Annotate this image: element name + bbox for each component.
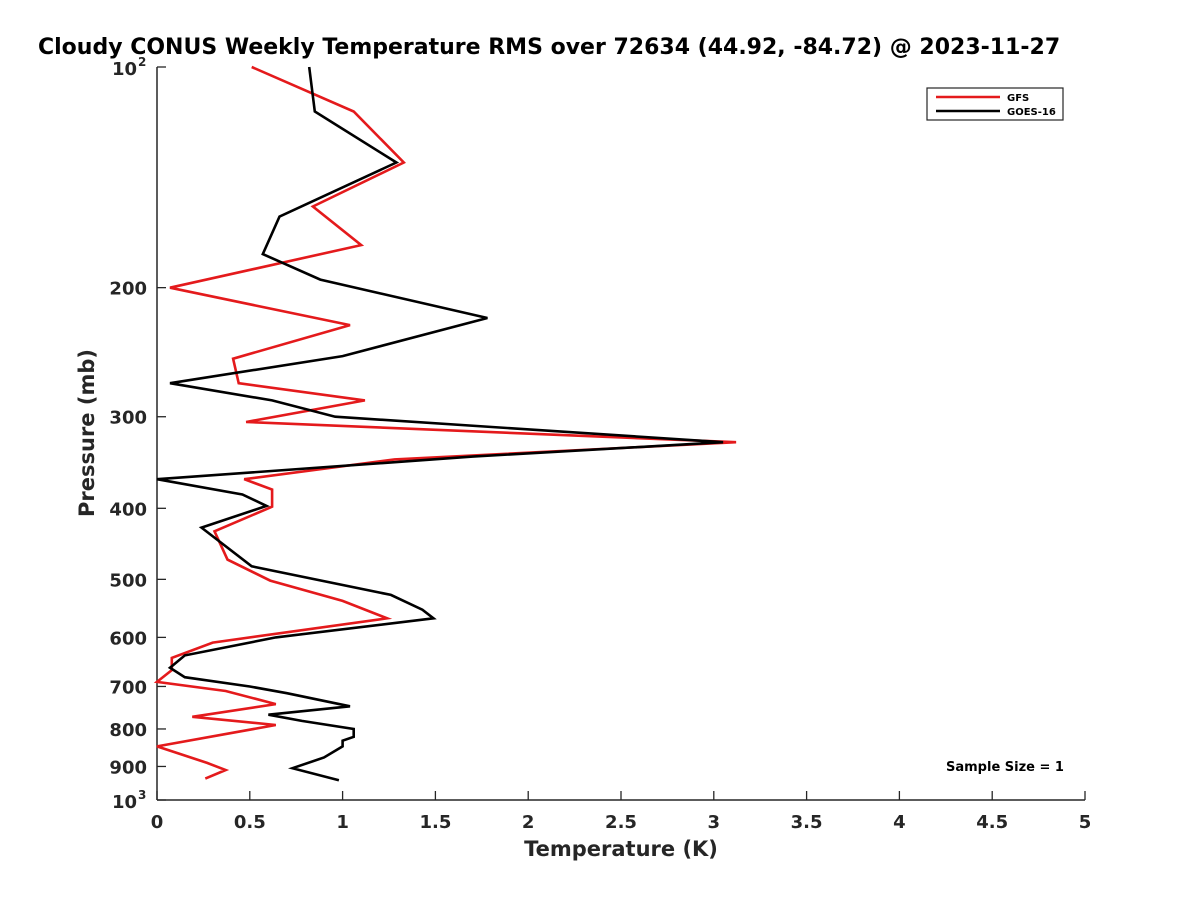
x-tick-label: 0.5 — [234, 812, 266, 833]
sample-size-annotation: Sample Size = 1 — [946, 760, 1064, 775]
chart-title: Cloudy CONUS Weekly Temperature RMS over… — [38, 35, 1060, 60]
x-tick-label: 3 — [708, 812, 721, 833]
x-tick-label: 2.5 — [605, 812, 637, 833]
y-tick-label: 700 — [109, 677, 147, 698]
series-layer — [153, 65, 737, 782]
legend-box — [926, 87, 1064, 121]
y-tick-label: 200 — [109, 279, 147, 300]
legend-label-goes16: GOES-16 — [1007, 107, 1056, 118]
y-tick-label: 600 — [109, 628, 147, 649]
plot-area — [157, 67, 1085, 800]
legend-label-gfs: GFS — [1007, 93, 1029, 104]
legend: GFS GOES-16 — [926, 87, 1064, 121]
y-tick-exponent: 3 — [138, 788, 146, 802]
y-tick-exponent: 2 — [138, 55, 146, 69]
x-tick-label: 4 — [893, 812, 906, 833]
y-tick-label: 800 — [109, 720, 147, 741]
y-tick-label: 400 — [109, 499, 147, 520]
series-line-gfs — [153, 65, 737, 780]
x-tick-label: 5 — [1079, 812, 1092, 833]
y-tick-label: 300 — [109, 408, 147, 429]
y-tick-label: 10 — [112, 59, 137, 80]
x-tick-label: 0 — [151, 812, 164, 833]
series-line-goes-16 — [156, 66, 724, 782]
y-tick-label: 900 — [109, 757, 147, 778]
y-tick-label: 500 — [109, 570, 147, 591]
x-tick-label: 1.5 — [419, 812, 451, 833]
plot-background — [157, 67, 1085, 800]
y-axis-label: Pressure (mb) — [75, 349, 99, 517]
x-tick-label: 1 — [336, 812, 349, 833]
x-tick-label: 4.5 — [976, 812, 1008, 833]
x-tick-label: 3.5 — [791, 812, 823, 833]
x-axis-label: Temperature (K) — [524, 837, 718, 861]
y-tick-label: 10 — [112, 792, 137, 813]
x-tick-label: 2 — [522, 812, 535, 833]
x-axis-ticks: 0 0.5 1 1.5 2 2.5 3 3.5 4 4.5 5 — [151, 791, 1092, 833]
